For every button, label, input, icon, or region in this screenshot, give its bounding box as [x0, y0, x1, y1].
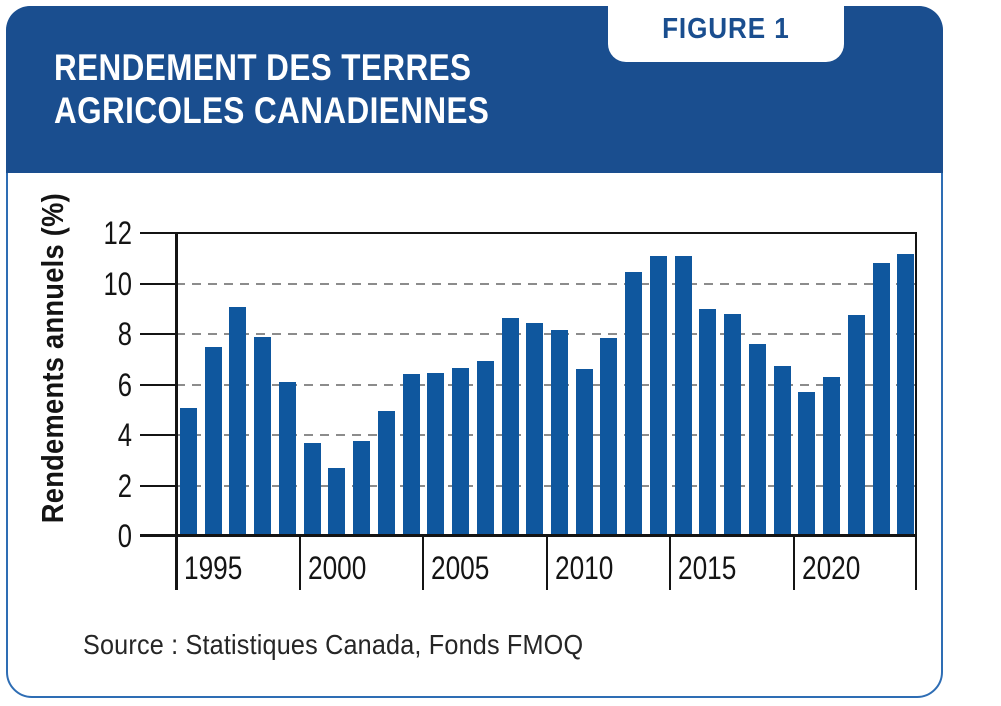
y-tick-label-12: 12 [103, 215, 132, 251]
y-tick-6 [140, 383, 176, 386]
bar-2002 [377, 411, 395, 536]
x-tick-1995 [175, 536, 177, 590]
figure-number-tab: FIGURE 1 [608, 0, 844, 62]
x-tick-label-2005: 2005 [431, 550, 490, 586]
bar-2017 [748, 344, 766, 536]
bar-2015 [699, 308, 717, 536]
bar-2005 [452, 368, 470, 536]
y-tick-10 [140, 282, 176, 285]
x-tick-2005 [422, 536, 424, 590]
bar-2018 [773, 365, 791, 536]
bar-2004 [427, 373, 445, 536]
gridline-10 [176, 282, 917, 285]
bar-2006 [476, 360, 494, 536]
x-tick-2010 [545, 536, 548, 590]
bar-2000 [328, 467, 346, 536]
y-tick-label-6: 6 [117, 366, 132, 403]
y-tick-label-10: 10 [103, 265, 132, 302]
x-tick-label-2020: 2020 [801, 550, 860, 586]
bar-1999 [303, 442, 321, 536]
plot-right-border [915, 233, 917, 590]
gridline-8 [176, 333, 917, 335]
y-tick-label-4: 4 [117, 417, 132, 453]
bar-1995 [204, 346, 222, 536]
bar-2021 [847, 315, 865, 536]
bar-2012 [625, 272, 643, 536]
bar-2020 [823, 376, 841, 536]
x-axis-line [140, 534, 917, 537]
bar-1994 [180, 408, 197, 536]
bar-2019 [798, 392, 816, 536]
y-tick-label-8: 8 [117, 316, 132, 352]
bar-2001 [353, 441, 371, 536]
bar-1998 [278, 381, 296, 536]
x-tick-2020 [792, 536, 795, 590]
bar-2009 [550, 330, 568, 536]
gridline-6 [176, 383, 917, 386]
source-caption: Source : Statistiques Canada, Fonds FMOQ [83, 629, 584, 660]
x-tick-2000 [298, 536, 301, 590]
bar-2013 [649, 255, 667, 536]
x-tick-2015 [669, 536, 671, 590]
y-axis-line [175, 233, 178, 590]
y-tick-8 [140, 333, 176, 335]
bar-2014 [674, 255, 692, 536]
gridline-4 [176, 434, 917, 436]
x-tick-label-2000: 2000 [307, 550, 366, 586]
bar-2007 [501, 317, 519, 536]
y-tick-2 [140, 484, 176, 487]
figure-number-label: FIGURE 1 [662, 13, 790, 45]
bar-2010 [575, 369, 593, 536]
chart-plot-area: 0 2 4 6 8 10 12 1995 2000 2005 2010 2015 2020 [104, 215, 917, 590]
x-tick-label-2015: 2015 [678, 550, 737, 586]
bar-2003 [402, 374, 420, 536]
y-tick-label-2: 2 [117, 467, 132, 504]
bar-2008 [526, 322, 544, 536]
figure-title-line2: AGRICOLES CANADIENNES [54, 90, 490, 131]
gridline-2 [176, 484, 917, 487]
x-tick-label-2010: 2010 [554, 550, 613, 586]
y-tick-4 [140, 434, 176, 436]
bar-2011 [600, 337, 618, 536]
bar-2022 [872, 263, 890, 536]
x-tick-label-1995: 1995 [184, 550, 243, 586]
plot-top-border [140, 232, 917, 234]
bar-1997 [254, 336, 272, 536]
y-tick-label-0: 0 [117, 518, 132, 554]
bar-2016 [724, 313, 742, 536]
y-axis-title: Rendements annuels (%) [35, 192, 70, 524]
figure-title-line1: RENDEMENT DES TERRES [54, 47, 472, 88]
bar-2023 [897, 254, 915, 536]
figure-title: RENDEMENT DES TERRES AGRICOLES CANADIENN… [54, 46, 489, 132]
bar-1996 [229, 307, 247, 536]
